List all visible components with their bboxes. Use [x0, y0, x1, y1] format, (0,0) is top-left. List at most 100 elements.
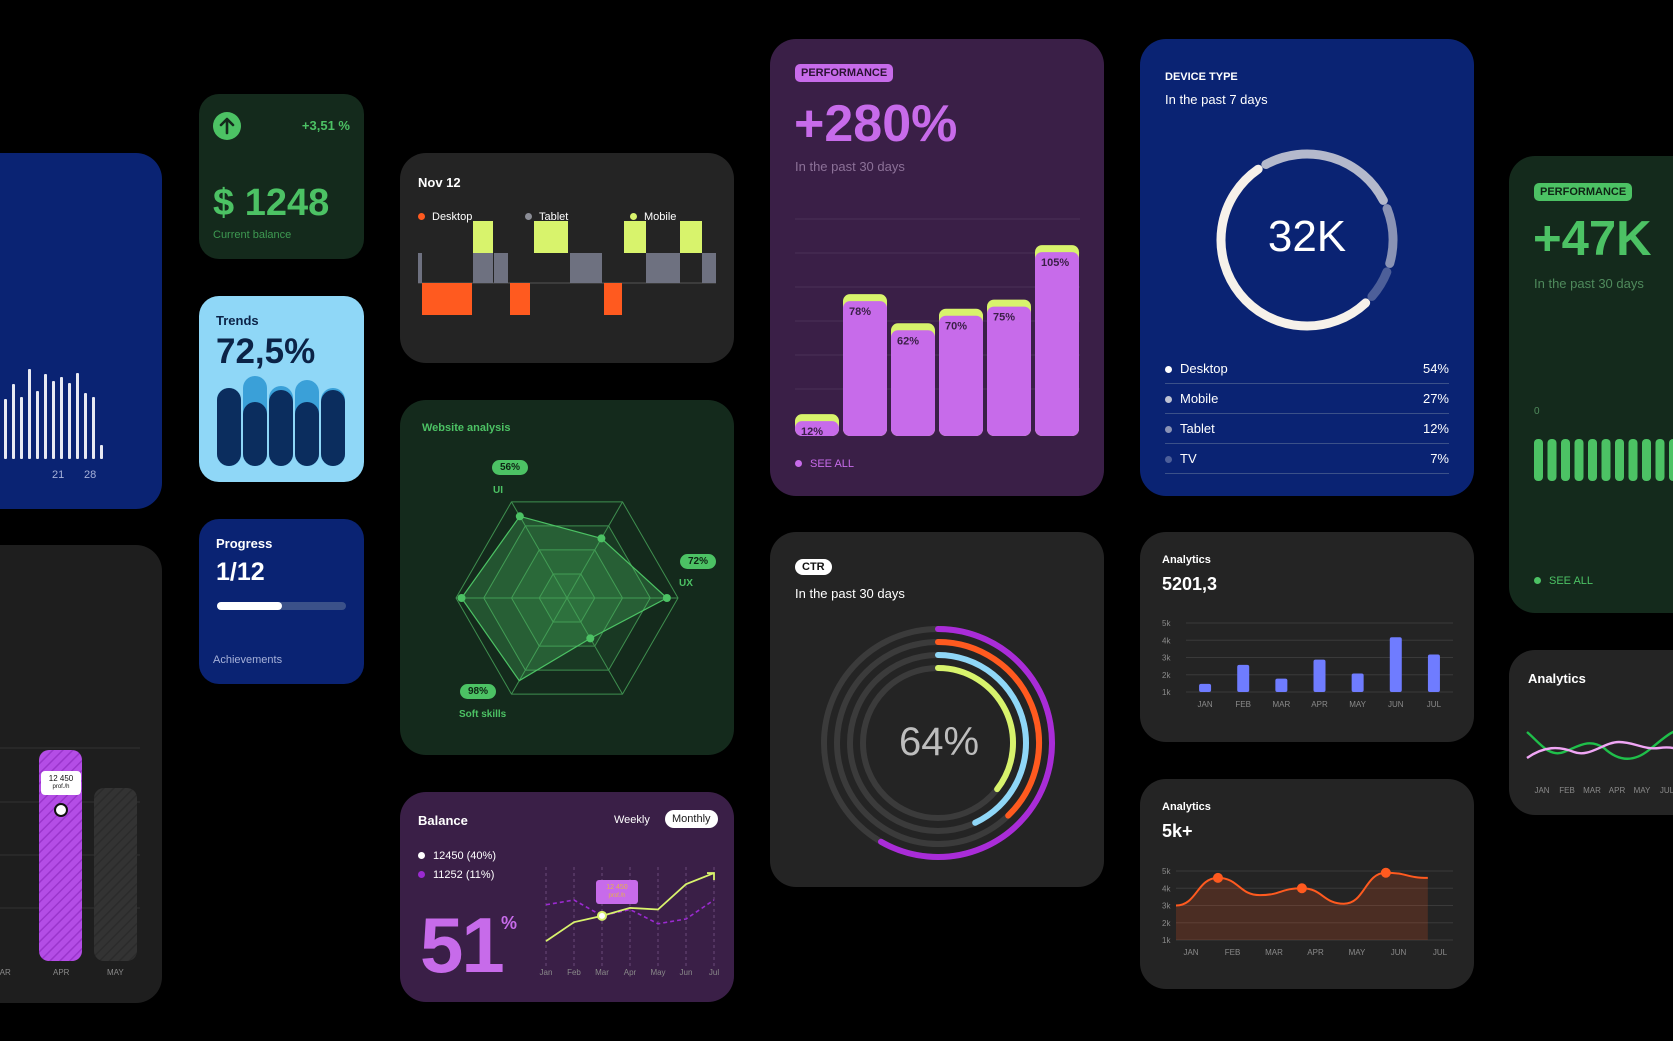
- performance-bar-label: 78%: [849, 306, 871, 318]
- website-analysis-card[interactable]: Website analysis 56% UI 72% UX 98% Soft …: [400, 400, 734, 755]
- right-perf-bar: [1655, 439, 1665, 481]
- current-balance-card[interactable]: +3,51 % $ 1248 Current balance: [199, 94, 364, 259]
- performance-bar: [1035, 252, 1079, 436]
- device-row-pct: 27%: [1422, 391, 1449, 406]
- nov-bar-desktop: [604, 283, 622, 315]
- trends-pill-inner: [269, 390, 293, 466]
- radar-axis: [511, 597, 568, 695]
- analytics1-value: 5201,3: [1162, 574, 1218, 594]
- right-analytics-line-green: [1526, 730, 1673, 760]
- radar-point: [662, 594, 671, 602]
- analytics-area-card[interactable]: Analytics 5k+ 5k 4k 3k 2k 1k JAN FEB MAR APR MAY J…: [1140, 779, 1474, 989]
- performance-bar-label: 105%: [1041, 257, 1069, 269]
- performance-bar: [987, 306, 1031, 436]
- ctr-subtitle: In the past 30 days: [795, 586, 905, 601]
- device-row-pct: 7%: [1430, 451, 1449, 466]
- nov-bar-tablet: [473, 253, 493, 283]
- left-dark-marker: [54, 803, 68, 817]
- toggle-weekly[interactable]: Weekly: [614, 814, 650, 826]
- ctr-value: 64%: [898, 720, 980, 764]
- legend-label-mobile: Mobile: [644, 211, 677, 223]
- analytics2-xtick: JAN: [1183, 948, 1198, 957]
- radar-axis: [566, 501, 623, 599]
- right-performance-card[interactable]: PERFORMANCE +47K In the past 30 days 0 S…: [1509, 156, 1673, 613]
- ctr-card[interactable]: CTR In the past 30 days 64%: [770, 532, 1104, 887]
- legend-label-desktop: Desktop: [432, 211, 473, 223]
- trends-card[interactable]: Trends 72,5%: [199, 296, 364, 482]
- toggle-monthly[interactable]: Monthly: [665, 810, 718, 828]
- left-dark-tick-mar: MAR: [0, 968, 11, 977]
- right-perf-subtitle: In the past 30 days: [1534, 276, 1644, 291]
- right-perf-bar: [1642, 439, 1651, 481]
- device-dot: [1165, 396, 1172, 403]
- left-dark-tick-may: MAY: [107, 968, 124, 977]
- balance-card[interactable]: Balance Weekly Monthly 12450 (40%) 11252…: [400, 792, 734, 1002]
- performance-subtitle: In the past 30 days: [795, 159, 905, 174]
- performance-card[interactable]: PERFORMANCE +280% In the past 30 days 12…: [770, 39, 1104, 496]
- performance-see-all[interactable]: SEE ALL: [795, 458, 854, 470]
- performance-bar: [795, 421, 839, 436]
- nov-bar-mobile: [534, 221, 568, 253]
- nov-bar-mobile: [473, 221, 493, 253]
- device-donut: [1216, 149, 1398, 331]
- radar-label-ux: UX: [679, 578, 693, 589]
- performance-value: +280%: [794, 95, 958, 153]
- analytics1-ytick: 2k: [1162, 671, 1171, 680]
- analytics2-xtick: MAY: [1349, 948, 1366, 957]
- progress-card[interactable]: Progress 1/12 Achievements: [199, 519, 364, 684]
- device-donut-segment: [1382, 204, 1398, 268]
- performance-bar: [891, 330, 935, 436]
- left-blue-tick-28: 28: [84, 469, 97, 481]
- nov-legend-tablet: Tablet: [525, 211, 568, 223]
- nov-bar-mobile: [624, 221, 646, 253]
- analytics2-xtick: JUL: [1433, 948, 1448, 957]
- analytics1-bar: [1199, 683, 1212, 692]
- device-activity-card[interactable]: Nov 12 Desktop Tablet Mobile: [400, 153, 734, 363]
- device-value: 32K: [1267, 212, 1347, 261]
- left-blue-bar: [20, 397, 23, 459]
- analytics2-xtick: FEB: [1225, 948, 1241, 957]
- right-perf-bar: [1588, 439, 1597, 481]
- analytics2-ytick: 2k: [1162, 919, 1171, 928]
- analytics2-xtick: APR: [1307, 948, 1324, 957]
- right-perf-bar: [1561, 439, 1570, 481]
- right-analytics-chart: JAN FEB MAR APR MAY JUL: [1526, 730, 1673, 795]
- right-analytics-xtick: MAR: [1583, 786, 1601, 795]
- left-blue-bar: [92, 397, 95, 459]
- balance-big-value: 51: [420, 901, 505, 989]
- left-blue-bar: [68, 383, 71, 459]
- device-type-card[interactable]: DEVICE TYPE In the past 7 days 32K Deskt…: [1140, 39, 1474, 496]
- nov-chart: [418, 221, 716, 315]
- arrow-up-icon: [213, 112, 241, 140]
- right-analytics-title: Analytics: [1528, 671, 1586, 686]
- radar-point: [457, 594, 466, 602]
- analytics1-bar: [1313, 659, 1326, 692]
- balance-xtick: Jul: [709, 968, 719, 977]
- radar-point: [586, 634, 595, 643]
- device-row-pct: 12%: [1422, 421, 1449, 436]
- analytics-bar-card[interactable]: Analytics 5201,3 5k 4k 3k 2k 1k JAN FEB MAR APR M…: [1140, 532, 1474, 742]
- device-row-desktop: Desktop 54%: [1165, 354, 1449, 384]
- trends-title: Trends: [216, 313, 259, 328]
- right-perf-bar: [1628, 439, 1638, 481]
- left-dark-tooltip: 12 450 prof./h: [41, 771, 81, 795]
- balance-line-chart: Jan Feb Mar Apr May Jun Jul: [540, 867, 719, 977]
- right-analytics-card[interactable]: Analytics JAN FEB MAR APR MAY JUL: [1509, 650, 1673, 815]
- ctr-ring-value: [935, 639, 1042, 819]
- right-perf-see-all[interactable]: SEE ALL: [1534, 575, 1593, 587]
- right-analytics-line-pink: [1526, 740, 1673, 759]
- analytics1-xtick: APR: [1311, 700, 1328, 709]
- performance-bar: [843, 301, 887, 436]
- nov-bar-tablet: [646, 253, 680, 283]
- trends-value: 72,5%: [216, 332, 316, 371]
- device-row-mobile: Mobile 27%: [1165, 384, 1449, 414]
- balance-xtick: May: [650, 968, 665, 977]
- device-subtitle: In the past 7 days: [1165, 92, 1268, 107]
- analytics1-bar: [1427, 654, 1440, 692]
- radar-chart: [455, 501, 679, 695]
- trends-pill-inner: [295, 402, 319, 466]
- balance-arrow-icon: [707, 872, 715, 881]
- analytics1-xtick: MAR: [1272, 700, 1290, 709]
- see-all-label: SEE ALL: [1549, 575, 1594, 587]
- left-blue-bar: [44, 374, 47, 459]
